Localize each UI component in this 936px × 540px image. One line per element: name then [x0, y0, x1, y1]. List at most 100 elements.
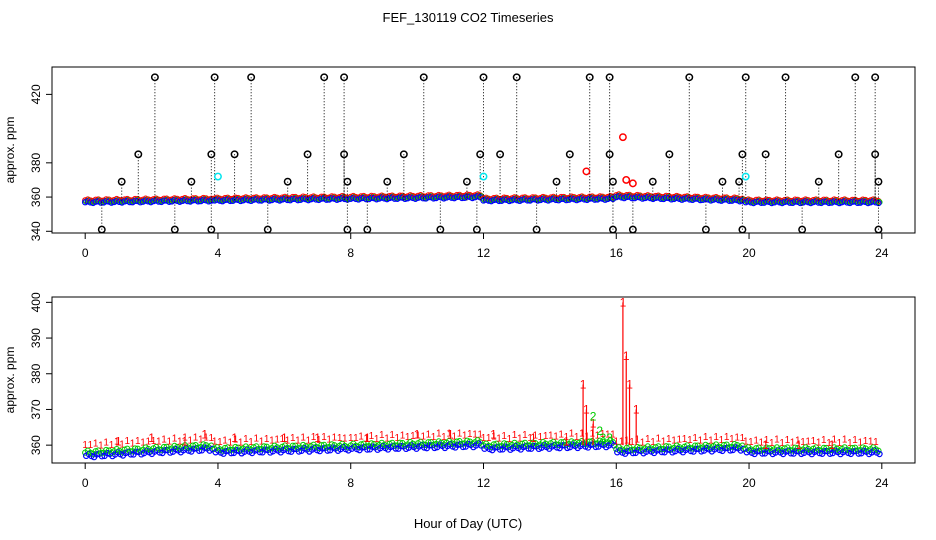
- baseline-point-blue: [658, 448, 666, 456]
- baseline-marker-red: 1: [145, 436, 151, 447]
- x-tick-label: 12: [477, 476, 491, 490]
- baseline-marker-red: 1: [687, 435, 693, 446]
- baseline-marker-red: 1: [863, 436, 869, 447]
- baseline-marker-red: 1: [452, 432, 458, 443]
- baseline-marker-red: 1: [579, 428, 585, 439]
- baseline-marker-red: 1: [517, 434, 523, 445]
- data-marker-label: 3: [606, 431, 613, 445]
- baseline-point-blue: [876, 450, 883, 458]
- baseline-point-blue: [753, 448, 761, 455]
- baseline-marker-red: 1: [405, 432, 411, 443]
- baseline-marker-red: 1: [188, 436, 194, 447]
- baseline-marker-red: 1: [182, 433, 188, 444]
- baseline-marker-red: 1: [348, 433, 354, 444]
- data-point: [343, 225, 352, 234]
- baseline-marker-red: 1: [873, 437, 879, 448]
- data-point: [701, 225, 710, 234]
- baseline-marker-red: 1: [538, 432, 544, 443]
- baseline-marker-red: 1: [740, 433, 746, 444]
- baseline-point-green: [200, 441, 207, 448]
- x-tick-label: 16: [610, 476, 624, 490]
- baseline-point-blue: [454, 441, 462, 449]
- baseline-point-red: [875, 198, 882, 205]
- data-marker-label: 1: [364, 431, 371, 445]
- baseline-marker-red: 1: [436, 429, 442, 440]
- baseline-marker-red: 1: [666, 434, 672, 445]
- baseline-point-blue: [491, 444, 499, 451]
- baseline-marker-red: 1: [574, 432, 580, 443]
- baseline-marker-red: 1: [306, 436, 312, 447]
- data-marker-label: 1: [181, 435, 188, 449]
- baseline-point-red: [477, 192, 484, 199]
- data-point: [230, 150, 239, 159]
- baseline-marker-red: 1: [481, 433, 487, 444]
- baseline-marker-red: 1: [203, 433, 209, 444]
- data-point: [585, 73, 594, 82]
- baseline-marker-red: 1: [379, 430, 385, 441]
- baseline-marker-red: 1: [156, 437, 162, 448]
- baseline-point-green: [391, 442, 398, 449]
- baseline-marker-red: 1: [743, 436, 749, 447]
- data-point: [685, 73, 694, 82]
- data-point: [609, 177, 617, 186]
- x-tick-label: 4: [215, 476, 222, 490]
- data-point: [210, 73, 219, 82]
- baseline-marker-red: 1: [395, 433, 401, 444]
- baseline-point-green: [284, 444, 291, 452]
- baseline-marker-red: 1: [248, 437, 254, 448]
- baseline-point-green: [820, 444, 827, 451]
- baseline-marker-red: 1: [321, 432, 327, 443]
- data-point: [303, 150, 312, 159]
- baseline-marker-red: 1: [103, 437, 109, 448]
- data-marker-label: 1: [490, 427, 497, 441]
- baseline-marker-red: 1: [569, 429, 575, 440]
- data-point: [479, 73, 488, 82]
- baseline-marker-red: 1: [415, 431, 421, 442]
- baseline-marker-red: 1: [837, 438, 843, 449]
- data-point: [648, 177, 657, 186]
- baseline-marker-red: 1: [868, 437, 874, 448]
- data-point: [340, 73, 349, 82]
- baseline-point-blue: [324, 447, 331, 454]
- data-point: [735, 177, 744, 186]
- baseline-point-green: [529, 439, 536, 446]
- data-point: [399, 150, 408, 159]
- x-tick-label: 4: [215, 246, 222, 260]
- baseline-marker-red: 1: [645, 434, 651, 445]
- x-tick-label: 24: [875, 246, 889, 260]
- baseline-marker-red: 1: [811, 436, 817, 447]
- data-point: [150, 73, 159, 82]
- baseline-marker-red: 1: [161, 434, 167, 445]
- y-axis-label: approx. ppm: [3, 347, 17, 414]
- y-tick-label: 360: [29, 187, 43, 207]
- baseline-marker-red: 1: [769, 438, 775, 449]
- baseline-marker-red: 1: [703, 432, 709, 443]
- baseline-marker-red: 1: [708, 436, 714, 447]
- baseline-marker-red: 1: [821, 435, 827, 446]
- data-point: [247, 73, 256, 82]
- baseline-point-blue: [222, 447, 230, 455]
- baseline-marker-red: 1: [238, 437, 244, 448]
- baseline-marker-red: 1: [491, 432, 497, 443]
- data-marker-label: 1: [829, 438, 836, 452]
- baseline-marker-red: 1: [671, 435, 677, 446]
- data-marker-label: 1: [580, 377, 587, 391]
- data-point: [565, 150, 574, 159]
- data-point: [214, 172, 222, 181]
- data-point: [834, 150, 843, 159]
- baseline-point-green: [686, 444, 693, 451]
- data-point: [798, 225, 807, 234]
- y-tick-label: 370: [29, 399, 43, 419]
- baseline-point-blue: [739, 197, 746, 204]
- baseline-marker-red: 1: [400, 430, 406, 441]
- baseline-marker-red: 1: [532, 430, 538, 441]
- baseline-marker-red: 1: [650, 437, 656, 448]
- baseline-marker-red: 1: [564, 432, 570, 443]
- baseline-marker-red: 1: [374, 434, 380, 445]
- baseline-marker-red: 1: [831, 435, 837, 446]
- baseline-point-green: [255, 445, 262, 453]
- baseline-marker-red: 1: [93, 439, 99, 450]
- baseline-point-green: [477, 439, 484, 446]
